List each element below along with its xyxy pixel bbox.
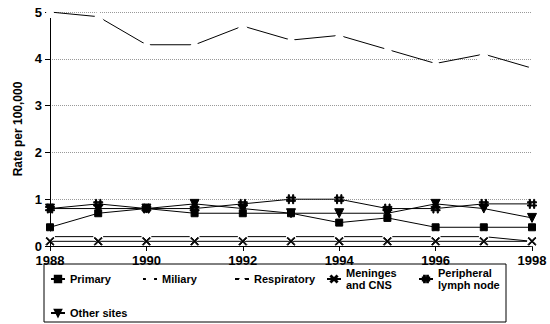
svg-text:1994: 1994 bbox=[324, 253, 354, 268]
svg-text:3: 3 bbox=[35, 98, 42, 113]
svg-text:Respiratory: Respiratory bbox=[254, 273, 316, 285]
svg-text:2: 2 bbox=[35, 145, 42, 160]
svg-text:1996: 1996 bbox=[421, 253, 451, 268]
svg-text:1: 1 bbox=[35, 192, 42, 207]
svg-text:Miliary: Miliary bbox=[162, 273, 198, 285]
svg-text:Meninges: Meninges bbox=[346, 267, 400, 279]
svg-text:5: 5 bbox=[35, 5, 42, 20]
svg-text:1990: 1990 bbox=[131, 253, 161, 268]
svg-text:Peripheral: Peripheral bbox=[438, 267, 495, 279]
svg-text:and CNS: and CNS bbox=[346, 279, 392, 291]
svg-text:Primary: Primary bbox=[70, 273, 112, 285]
svg-text:lymph node: lymph node bbox=[438, 279, 500, 291]
svg-text:1992: 1992 bbox=[228, 253, 258, 268]
svg-text:Rate per 100,000: Rate per 100,000 bbox=[11, 81, 25, 176]
svg-text:1998: 1998 bbox=[518, 253, 547, 268]
svg-text:1988: 1988 bbox=[35, 253, 65, 268]
svg-text:0: 0 bbox=[35, 239, 42, 254]
svg-text:Other sites: Other sites bbox=[70, 307, 127, 319]
svg-text:4: 4 bbox=[35, 51, 43, 66]
